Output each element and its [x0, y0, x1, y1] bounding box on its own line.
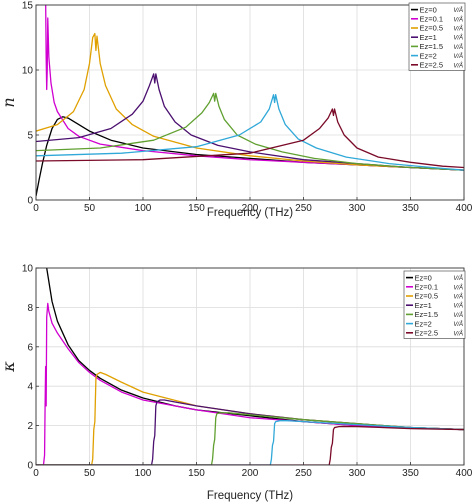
legend-unit: V/Å: [453, 330, 463, 337]
x-tick-label: 0: [33, 203, 39, 214]
legend-label: Ez=1: [415, 301, 432, 310]
x-tick-label: 50: [84, 468, 96, 479]
legend-label: Ez=2.5: [415, 329, 439, 338]
legend-label: Ez=0.1: [420, 15, 444, 24]
y-tick-label: 5: [27, 131, 33, 142]
legend-label: Ez=2: [420, 51, 437, 60]
series-group: [36, 268, 464, 465]
x-axis-label: Frequency (THz): [207, 207, 293, 219]
y-tick-label: 15: [22, 1, 34, 12]
legend-box: [403, 270, 466, 339]
legend-unit: V/Å: [453, 321, 463, 328]
legend-unit: V/Å: [453, 294, 463, 301]
x-tick-label: 0: [33, 468, 39, 479]
series-group: [36, 5, 464, 197]
legend-unit: V/Å: [453, 312, 463, 319]
x-tick-label: 150: [188, 468, 205, 479]
legend-label: Ez=0.5: [415, 292, 439, 301]
x-tick-label: 100: [135, 468, 152, 479]
legend: Ez=0 V/Å Ez=0.1 V/Å Ez=0.5 V/Å Ez=1 V/Å Ez=1.5 V/…: [403, 270, 466, 339]
series-line-2: [45, 5, 464, 171]
series-line-2: [36, 302, 464, 465]
legend-label: Ez=1: [420, 33, 437, 42]
y-axis-label: n: [0, 97, 18, 107]
x-tick-label: 200: [242, 468, 259, 479]
x-tick-label: 300: [349, 203, 366, 214]
x-tick-label: 350: [402, 203, 419, 214]
series-line-6: [36, 420, 464, 465]
y-tick-label: 8: [27, 303, 33, 314]
x-tick-label: 250: [295, 468, 312, 479]
legend-label: Ez=0: [415, 273, 432, 282]
grid: [35, 267, 465, 466]
chart-2: 0 50 100 150 200 250 300 350 400 0 2 4 6 8 10 Frequency…: [0, 264, 473, 503]
legend-unit: V/Å: [453, 26, 463, 33]
legend-label: Ez=0.1: [415, 283, 439, 292]
y-tick-label: 6: [27, 342, 33, 353]
legend-unit: V/Å: [453, 35, 463, 42]
y-tick-label: 4: [27, 382, 33, 393]
legend-unit: V/Å: [453, 7, 463, 14]
series-line-3: [36, 32, 464, 171]
chart-1: 0 50 100 150 200 250 300 350 400 0 5 10 15 Frequency …: [0, 1, 473, 220]
series-line-6: [36, 94, 464, 171]
legend-label: Ez=1.5: [420, 42, 444, 51]
x-axis-label: Frequency (THz): [207, 490, 293, 502]
grid: [35, 4, 465, 201]
legend-label: Ez=0: [420, 5, 437, 14]
y-axis-label: κ: [0, 361, 18, 373]
series-line-5: [36, 92, 464, 171]
x-tick-label: 350: [402, 468, 419, 479]
series-line-7: [36, 108, 464, 169]
legend-box: [408, 2, 466, 71]
y-tick-label: 0: [27, 196, 33, 207]
legend-label: Ez=0.5: [420, 24, 444, 33]
legend-unit: V/Å: [453, 275, 463, 282]
legend-unit: V/Å: [453, 303, 463, 310]
legend-unit: V/Å: [453, 16, 463, 23]
legend-label: Ez=1.5: [415, 310, 439, 319]
legend-unit: V/Å: [453, 44, 463, 51]
x-tick-label: 300: [349, 468, 366, 479]
legend-unit: V/Å: [453, 53, 463, 60]
series-line-4: [36, 73, 464, 171]
y-tick-label: 10: [22, 264, 34, 275]
x-tick-label: 150: [188, 203, 205, 214]
legend: Ez=0 V/Å Ez=0.1 V/Å Ez=0.5 V/Å Ez=1 V/Å Ez=1.5 V/…: [408, 2, 466, 71]
y-tick-label: 10: [22, 66, 34, 77]
x-tick-label: 400: [456, 203, 473, 214]
legend-label: Ez=2.5: [420, 61, 444, 70]
x-tick-label: 250: [295, 203, 312, 214]
x-tick-label: 200: [242, 203, 259, 214]
legend-unit: V/Å: [453, 284, 463, 291]
x-tick-label: 50: [84, 203, 96, 214]
series-line-7: [36, 425, 464, 465]
legend-label: Ez=2: [415, 319, 432, 328]
x-tick-label: 100: [135, 203, 152, 214]
x-tick-label: 400: [456, 468, 473, 479]
y-tick-label: 2: [27, 421, 33, 432]
y-tick-label: 0: [27, 461, 33, 472]
legend-unit: V/Å: [453, 62, 463, 69]
series-line-5: [36, 412, 464, 465]
